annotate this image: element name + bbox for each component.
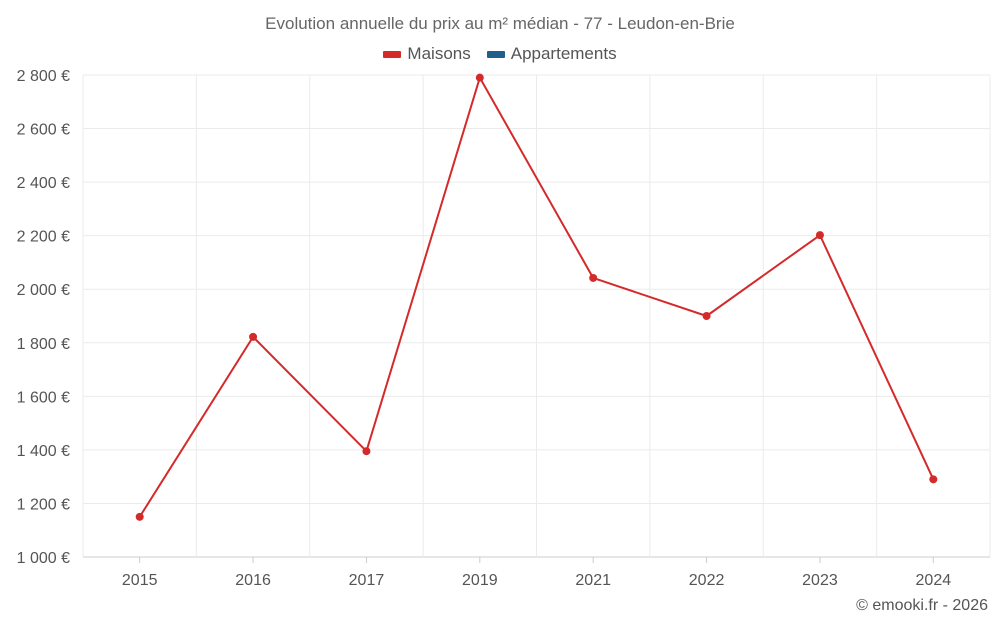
x-tick-label: 2024 <box>916 572 952 589</box>
y-tick-label: 1 400 € <box>17 443 70 460</box>
x-tick-label: 2023 <box>802 572 838 589</box>
data-point-maisons <box>702 312 711 320</box>
x-tick-label: 2016 <box>235 572 271 589</box>
legend-swatch-maisons <box>383 50 402 58</box>
data-point-maisons <box>475 73 484 82</box>
data-point-maisons <box>362 447 371 456</box>
data-point-maisons <box>929 475 938 484</box>
x-tick-label: 2022 <box>689 572 725 589</box>
y-tick-label: 2 600 € <box>17 122 70 139</box>
y-tick-label: 1 800 € <box>17 336 70 353</box>
x-tick-label: 2019 <box>462 572 498 589</box>
y-tick-label: 2 800 € <box>17 68 70 85</box>
y-tick-label: 1 000 € <box>17 550 70 567</box>
x-tick-label: 2015 <box>122 572 158 589</box>
legend-item-appartements[interactable]: Appartements <box>486 44 617 64</box>
legend-swatch-appartements <box>486 50 505 58</box>
legend-item-maisons[interactable]: Maisons <box>383 44 471 64</box>
chart-title: Evolution annuelle du prix au m² médian … <box>265 14 735 33</box>
legend-label-appartements: Appartements <box>510 44 617 63</box>
credit-text: © emooki.fr - 2026 <box>856 597 988 614</box>
x-tick-label: 2021 <box>575 572 611 589</box>
y-tick-label: 1 600 € <box>17 389 70 406</box>
data-point-maisons <box>815 231 824 240</box>
legend-label-maisons: Maisons <box>407 44 471 63</box>
y-tick-label: 2 200 € <box>17 229 70 246</box>
data-point-maisons <box>589 273 598 282</box>
series-line-maisons <box>138 76 935 518</box>
x-tick-label: 2017 <box>349 572 385 589</box>
data-point-maisons <box>135 512 144 521</box>
y-tick-label: 2 400 € <box>17 175 70 192</box>
y-tick-label: 1 200 € <box>17 496 70 513</box>
data-point-maisons <box>249 332 258 341</box>
legend: Maisons Appartements <box>0 44 1000 64</box>
y-tick-label: 2 000 € <box>17 282 70 299</box>
